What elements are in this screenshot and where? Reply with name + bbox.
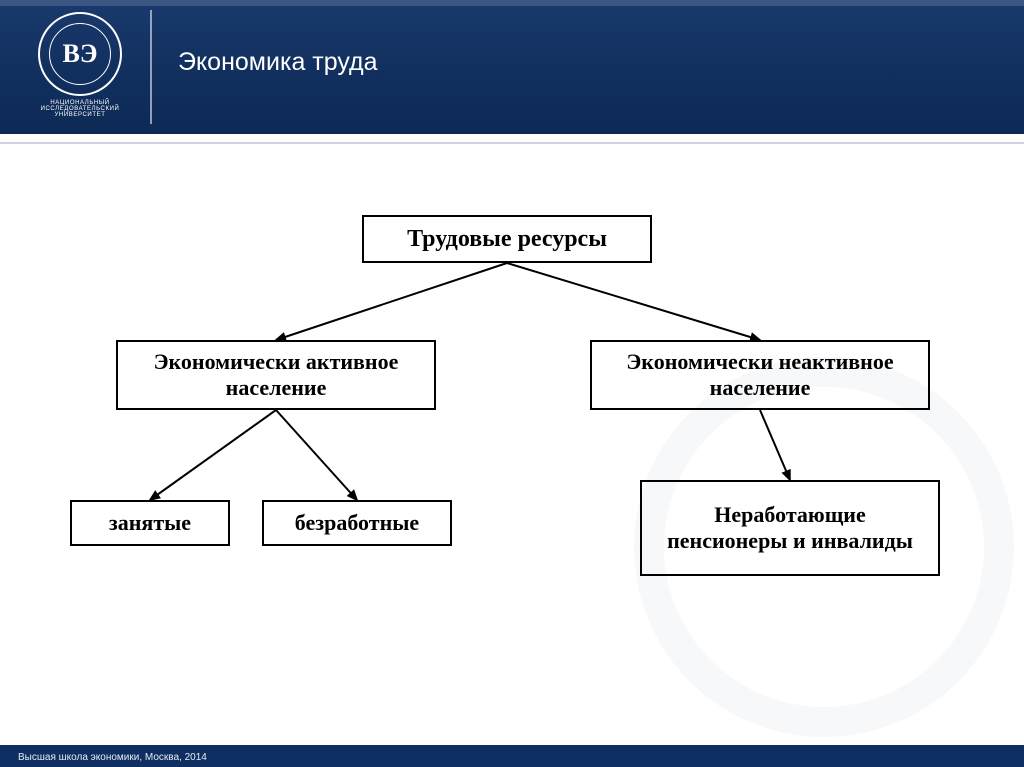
node-right: Экономически неактивное население [590,340,930,410]
edge-root-right [507,263,760,340]
divider-line [0,142,1024,144]
logo-subtitle-2: УНИВЕРСИТЕТ [30,112,130,118]
slide: ВЭ НАЦИОНАЛЬНЫЙ ИССЛЕДОВАТЕЛЬСКИЙ УНИВЕР… [0,0,1024,767]
edge-right-pens [760,410,790,480]
edge-root-left [276,263,507,340]
header-divider [150,10,152,124]
logo-circle-outer: ВЭ [38,12,122,96]
node-root: Трудовые ресурсы [362,215,652,263]
node-pens: Неработающие пенсионеры и инвалиды [640,480,940,576]
edge-left-unemp [276,410,357,500]
node-left: Экономически активное население [116,340,436,410]
node-unemp: безработные [262,500,452,546]
footer-text: Высшая школа экономики, Москва, 2014 [18,752,207,763]
logo-monogram: ВЭ [63,39,98,69]
logo: ВЭ НАЦИОНАЛЬНЫЙ ИССЛЕДОВАТЕЛЬСКИЙ УНИВЕР… [30,12,130,118]
edge-left-emp [150,410,276,500]
slide-title: Экономика труда [178,48,378,77]
slide-header: ВЭ НАЦИОНАЛЬНЫЙ ИССЛЕДОВАТЕЛЬСКИЙ УНИВЕР… [0,0,1024,134]
node-emp: занятые [70,500,230,546]
flowchart: Трудовые ресурсы Экономически активное на… [0,160,1024,720]
header-top-border [0,0,1024,6]
logo-subtitle-1: НАЦИОНАЛЬНЫЙ ИССЛЕДОВАТЕЛЬСКИЙ [30,100,130,112]
logo-circle-inner: ВЭ [49,23,111,85]
